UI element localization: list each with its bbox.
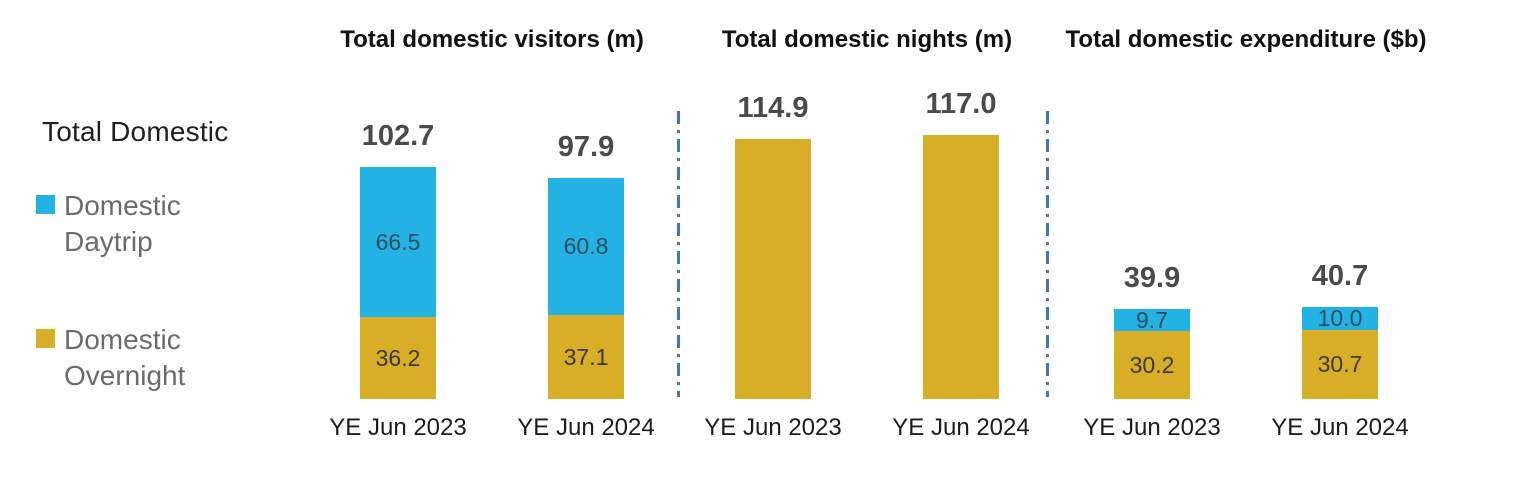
bars: 39.9 9.7 30.2 YE Jun 2023 40.7 10.0 30.7 YE Jun…: [1083, 262, 1408, 440]
legend-item-overnight: Domestic Overnight: [36, 322, 219, 394]
bar-segment: 60.8: [548, 178, 624, 315]
total-value-label: 40.7: [1311, 260, 1369, 292]
x-axis-label: YE Jun 2023: [1083, 414, 1221, 441]
segment-value-label: 66.5: [375, 228, 421, 255]
total-value-label: 117.0: [925, 88, 997, 120]
bars: 114.9 YE Jun 2023 117.0 YE Jun 2024: [704, 90, 1029, 440]
bar: 10.0 30.7: [1302, 307, 1378, 399]
total-value-label: 102.7: [361, 120, 435, 152]
bar-segment: 66.5: [360, 167, 436, 317]
panel-visitors: Total domestic visitors (m) 102.7 66.5 36.…: [300, 0, 684, 478]
row-title: Total Domestic: [42, 116, 229, 147]
bar-group: 40.7 10.0 30.7 YE Jun 2024: [1271, 262, 1408, 440]
total-value-label: 114.9: [737, 92, 809, 124]
legend-swatch-daytrip-icon: [36, 195, 55, 214]
bar-segment: 37.1: [548, 315, 624, 399]
segment-value-label: 36.2: [375, 344, 421, 371]
x-axis-label: YE Jun 2024: [1271, 414, 1409, 441]
panel-expenditure: Total domestic expenditure ($b) 39.9 9.7 3…: [1056, 0, 1436, 478]
panel-divider: [677, 111, 680, 397]
bar-group: 114.9 YE Jun 2023: [704, 94, 841, 440]
bar: 66.5 36.2: [360, 167, 436, 399]
total-value-label: 39.9: [1123, 262, 1181, 294]
panel-nights: Total domestic nights (m) 114.9 YE Jun 20…: [684, 0, 1050, 478]
panel-title-nights: Total domestic nights (m): [721, 26, 1013, 53]
segment-value-label: 30.7: [1317, 351, 1363, 377]
panel-divider: [1046, 111, 1049, 397]
bar-segment: [735, 139, 811, 399]
bar-group: 39.9 9.7 30.2 YE Jun 2023: [1083, 264, 1220, 440]
x-axis-label: YE Jun 2023: [329, 414, 467, 441]
x-axis-label: YE Jun 2024: [892, 414, 1030, 441]
segment-value-label: 30.2: [1129, 351, 1175, 378]
bar-group: 102.7 66.5 36.2 YE Jun 2023: [329, 122, 466, 440]
legend-item-daytrip: Domestic Daytrip: [36, 188, 219, 260]
bar-group: 117.0 YE Jun 2024: [892, 90, 1029, 440]
segment-value-label: 10.0: [1317, 305, 1363, 331]
legend-swatch-overnight-icon: [36, 329, 55, 348]
panel-title-visitors: Total domestic visitors (m): [340, 26, 644, 53]
segment-value-label: 37.1: [563, 343, 609, 370]
bar-segment: [923, 135, 999, 399]
panel-title-expenditure: Total domestic expenditure ($b): [1065, 26, 1427, 53]
segment-value-label: 60.8: [563, 233, 609, 259]
bar: 60.8 37.1: [548, 178, 624, 399]
bar-segment: 10.0: [1302, 307, 1378, 330]
bar-segment: 9.7: [1114, 306, 1190, 333]
bar: [735, 139, 811, 399]
bar-segment: 36.2: [360, 317, 436, 399]
legend-label-daytrip: Domestic Daytrip: [64, 190, 181, 257]
bar-group: 97.9 60.8 37.1 YE Jun 2024: [517, 133, 654, 440]
legend-label-overnight: Domestic Overnight: [64, 324, 186, 391]
segment-value-label: 9.7: [1136, 306, 1168, 333]
bar: [923, 135, 999, 399]
bars: 102.7 66.5 36.2 YE Jun 2023 97.9 60.8 37.1 YE J…: [329, 122, 654, 440]
x-axis-label: YE Jun 2023: [704, 414, 842, 441]
bar-segment: 30.2: [1114, 331, 1190, 399]
x-axis-label: YE Jun 2024: [517, 414, 655, 441]
bar: 9.7 30.2: [1114, 306, 1190, 399]
total-value-label: 97.9: [557, 131, 615, 163]
bar-segment: 30.7: [1302, 330, 1378, 399]
